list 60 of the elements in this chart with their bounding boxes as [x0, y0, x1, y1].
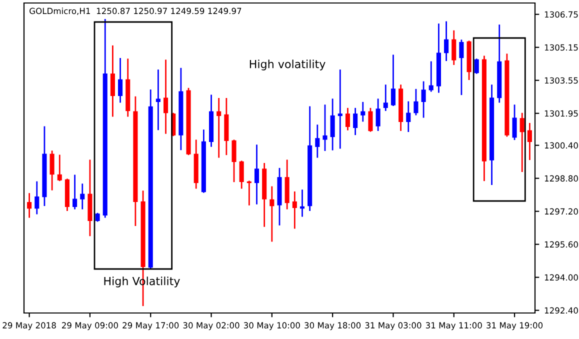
candlestick: [512, 104, 517, 140]
y-tick-label: 1306.75: [544, 11, 578, 18]
candlestick: [444, 21, 449, 62]
candlestick: [383, 84, 388, 111]
candlestick: [254, 144, 260, 204]
y-tick-label: 1292.40: [544, 307, 578, 314]
candlestick: [428, 61, 434, 92]
y-tick-label: 1298.80: [544, 175, 578, 182]
x-tick-label: 29 May 09:00: [62, 322, 118, 330]
candlestick: [421, 81, 426, 118]
candlestick: [345, 108, 350, 130]
x-tick-label: 30 May 10:00: [244, 322, 300, 330]
candlestick: [110, 45, 115, 117]
candlestick: [322, 104, 328, 151]
x-tick-label: 29 May 2018: [2, 322, 56, 330]
y-tick-label: 1303.55: [544, 77, 578, 84]
x-tick-label: 29 May 17:00: [122, 322, 179, 330]
x-tick-label: 31 May 03:00: [365, 322, 422, 330]
candlestick: [27, 193, 32, 218]
candlestick: [239, 160, 244, 189]
y-tick-label: 1301.95: [544, 110, 578, 117]
candlestick: [292, 191, 297, 229]
candlestick: [338, 70, 342, 149]
candlestick: [315, 124, 320, 158]
candlestick: [527, 122, 532, 160]
candlestick: [50, 150, 54, 190]
y-tick-label: 1300.40: [544, 142, 578, 149]
candlestick: [452, 30, 456, 65]
candlestick: [80, 184, 85, 210]
candlestick: [118, 58, 123, 103]
candlestick: [368, 108, 373, 132]
candlestick: [406, 101, 411, 132]
candlestick: [390, 54, 396, 106]
candlestick: [216, 98, 222, 158]
candlestick: [34, 181, 40, 214]
candlestick: [156, 70, 160, 130]
y-tick-label: 1305.15: [544, 44, 578, 51]
x-tick-label: 30 May 18:00: [304, 322, 361, 330]
candlestick: [232, 140, 236, 182]
candlestick: [353, 108, 358, 136]
y-tick-label: 1294.00: [544, 274, 578, 281]
candlestick: [474, 58, 479, 74]
candlestick: [520, 112, 524, 172]
candlestick: [72, 174, 78, 210]
y-tick-label: 1297.20: [544, 208, 578, 215]
candlestick: [164, 60, 168, 134]
candlestick: [246, 180, 252, 206]
candlestick: [270, 186, 274, 242]
candlestick: [360, 102, 366, 122]
candlestick: [459, 40, 464, 96]
candlestick: [414, 88, 418, 116]
y-tick-label: 1295.60: [544, 241, 578, 248]
x-tick-label: 31 May 19:00: [486, 322, 543, 330]
candlestick: [57, 154, 62, 182]
annotation: High volatility: [250, 60, 326, 70]
x-tick-label: 31 May 11:00: [426, 322, 482, 330]
x-tick-label: 30 May 02:00: [183, 322, 240, 330]
candlestick: [376, 98, 380, 131]
candlestick: [330, 98, 335, 150]
chart-title: GOLDmicro,H1 1250.87 1250.97 1249.59 1249.97: [30, 8, 242, 15]
